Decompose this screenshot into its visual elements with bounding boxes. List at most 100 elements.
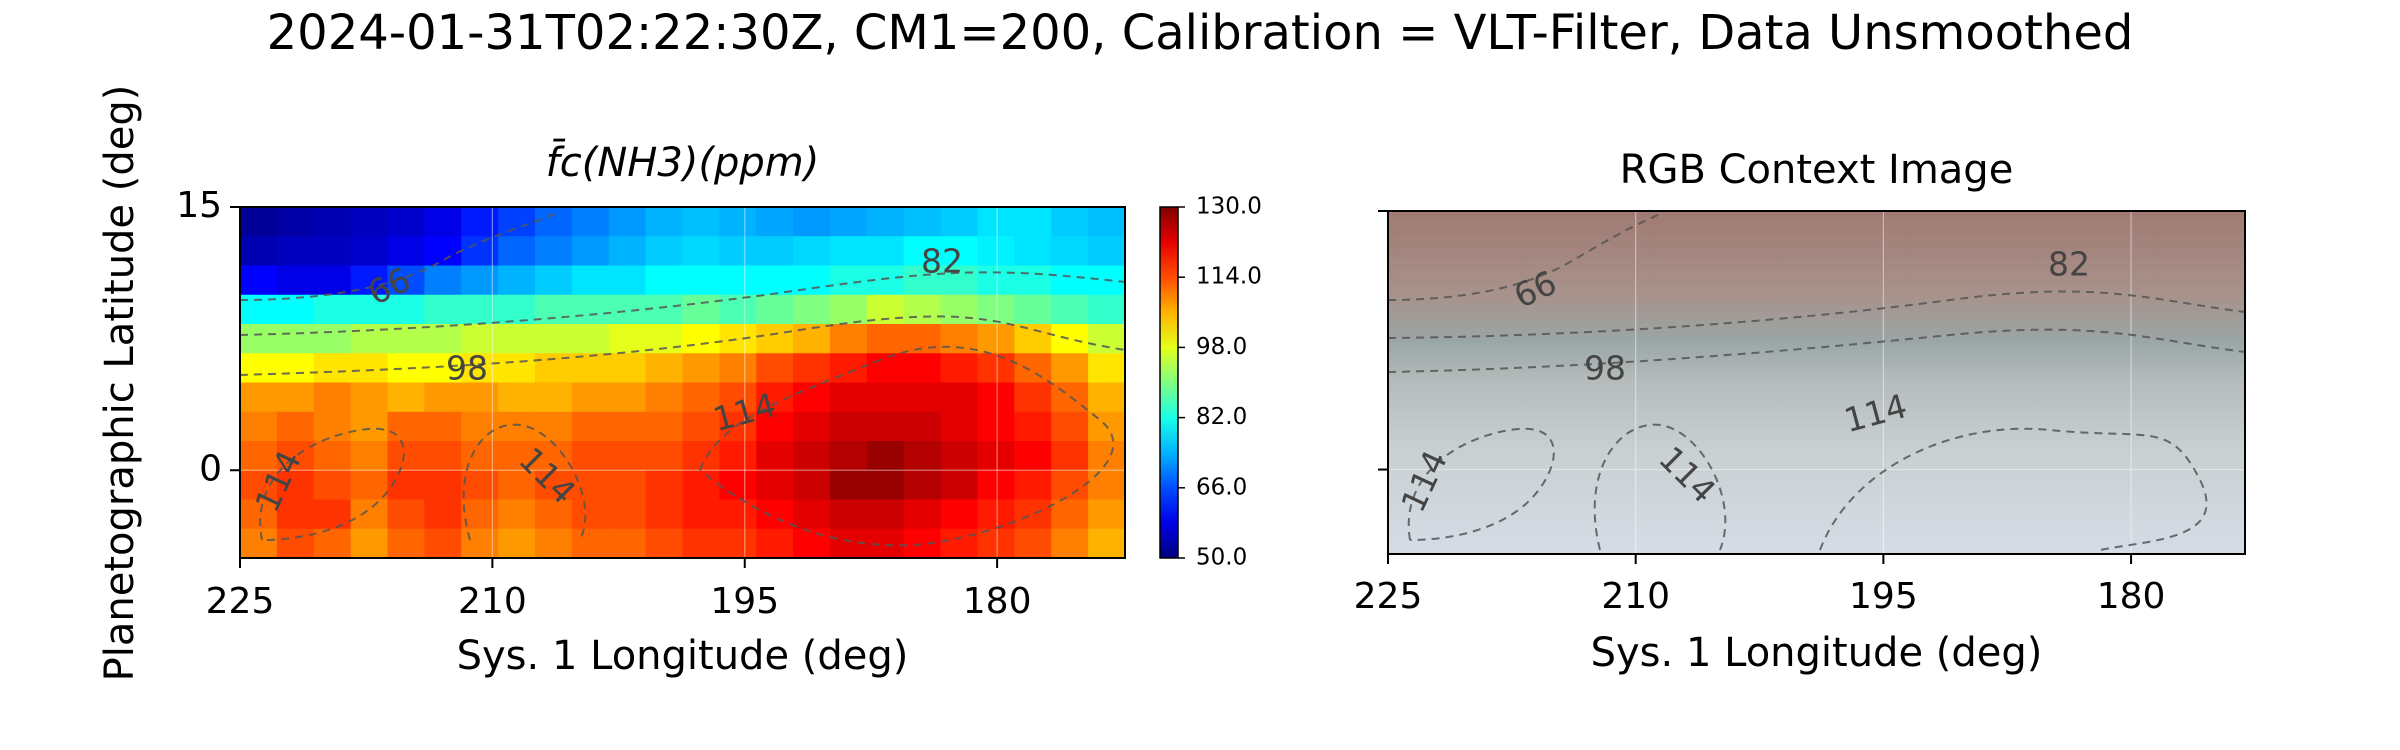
plot-frame — [239, 206, 1126, 559]
heatmap-cell — [645, 470, 684, 501]
heatmap-cell — [608, 236, 647, 267]
heatmap-cell — [1088, 207, 1126, 237]
heatmap-cell — [461, 382, 499, 413]
heatmap-cell — [571, 470, 610, 501]
heatmap-cell — [350, 470, 389, 501]
heatmap-cell — [276, 324, 315, 354]
y-tick-label: 0 — [199, 448, 222, 489]
heatmap-cell — [387, 528, 425, 559]
heatmap-cell — [387, 499, 425, 530]
heatmap-cell — [793, 441, 831, 471]
heatmap-cell — [498, 207, 536, 237]
heatmap-cell — [719, 528, 757, 559]
heatmap-cell — [940, 294, 979, 325]
heatmap-cell — [756, 470, 794, 501]
heatmap-cell — [940, 441, 979, 471]
heatmap-cell — [756, 353, 794, 384]
heatmap-cell — [830, 324, 868, 354]
contour-line — [1819, 427, 2208, 551]
heatmap-cell — [719, 353, 757, 384]
heatmap-cell — [313, 499, 352, 530]
heatmap-cell — [719, 382, 757, 413]
heatmap-cell — [866, 353, 905, 384]
colorbar-tick-label: 66.0 — [1196, 474, 1247, 500]
heatmap-cell — [940, 499, 979, 530]
heatmap-cell — [350, 236, 389, 267]
colorbar-tick-label: 114.0 — [1196, 264, 1262, 290]
heatmap-cell — [461, 236, 499, 267]
contour-line — [1593, 423, 1727, 551]
heatmap-cell — [830, 294, 868, 325]
heatmap-cell — [1051, 207, 1089, 237]
heatmap-cell — [313, 470, 352, 501]
heatmap-cell — [424, 353, 462, 384]
heatmap-cell — [793, 324, 831, 354]
heatmap-cell — [793, 236, 831, 267]
heatmap-cell — [1088, 441, 1126, 471]
contour-label: 82 — [2048, 245, 2090, 284]
heatmap-cell — [830, 265, 868, 296]
heatmap-cell — [1088, 294, 1126, 325]
heatmap-cell — [903, 470, 942, 501]
heatmap-cell — [350, 382, 389, 413]
heatmap-cell — [830, 441, 868, 471]
heatmap-cell — [535, 294, 573, 325]
heatmap-cell — [1014, 236, 1052, 267]
colorbar-tick-label: 82.0 — [1196, 404, 1247, 430]
heatmap-cell — [387, 382, 425, 413]
heatmap-cell — [571, 294, 610, 325]
heatmap-cell — [240, 499, 278, 530]
heatmap-cell — [793, 470, 831, 501]
heatmap-cell — [866, 411, 905, 442]
heatmap-cell — [645, 236, 684, 267]
heatmap-cell — [645, 499, 684, 530]
heatmap-cell — [1088, 353, 1126, 384]
heatmap-cell — [350, 441, 389, 471]
heatmap-cell — [1014, 294, 1052, 325]
heatmap-cell — [1051, 528, 1089, 559]
heatmap-cell — [830, 207, 868, 237]
plot-frame — [1387, 210, 2246, 555]
heatmap-cell — [977, 382, 1015, 413]
heatmap-cell — [424, 382, 462, 413]
heatmap-cell — [866, 382, 905, 413]
x-tick-label: 180 — [963, 581, 1032, 622]
heatmap-cell — [498, 236, 536, 267]
heatmap-cell — [240, 411, 278, 442]
contour-line — [1388, 290, 2245, 339]
heatmap-cell — [682, 470, 720, 501]
heatmap-cell — [240, 207, 278, 237]
heatmap-cell — [387, 411, 425, 442]
heatmap-cell — [240, 382, 278, 413]
heatmap-cell — [866, 441, 905, 471]
heatmap-cell — [1088, 528, 1126, 559]
y-axis-label: Planetographic Latitude (deg) — [97, 85, 143, 682]
heatmap-cell — [571, 528, 610, 559]
heatmap-cell — [498, 353, 536, 384]
contour-line — [462, 423, 587, 541]
heatmap-cell — [535, 207, 573, 237]
heatmap-cell — [645, 207, 684, 237]
heatmap-cell — [977, 236, 1015, 267]
heatmap-cell — [940, 528, 979, 559]
x-tick-label: 195 — [710, 581, 779, 622]
heatmap-cell — [535, 499, 573, 530]
heatmap-cell — [350, 528, 389, 559]
heatmap-cell — [903, 441, 942, 471]
heatmap-cell — [1088, 236, 1126, 267]
heatmap-cell — [276, 207, 315, 237]
contour-line — [240, 315, 1125, 376]
contour-label: 98 — [446, 349, 488, 388]
heatmap-cell — [276, 470, 315, 501]
heatmap-cell — [608, 294, 647, 325]
heatmap-cell — [756, 411, 794, 442]
heatmap-cell — [498, 294, 536, 325]
colorbar-tick-label: 50.0 — [1196, 545, 1247, 571]
heatmap-cell — [866, 470, 905, 501]
heatmap-cell — [940, 382, 979, 413]
heatmap-cell — [608, 470, 647, 501]
heatmap-cell — [313, 353, 352, 384]
heatmap-cell — [424, 207, 462, 237]
heatmap-cell — [571, 353, 610, 384]
